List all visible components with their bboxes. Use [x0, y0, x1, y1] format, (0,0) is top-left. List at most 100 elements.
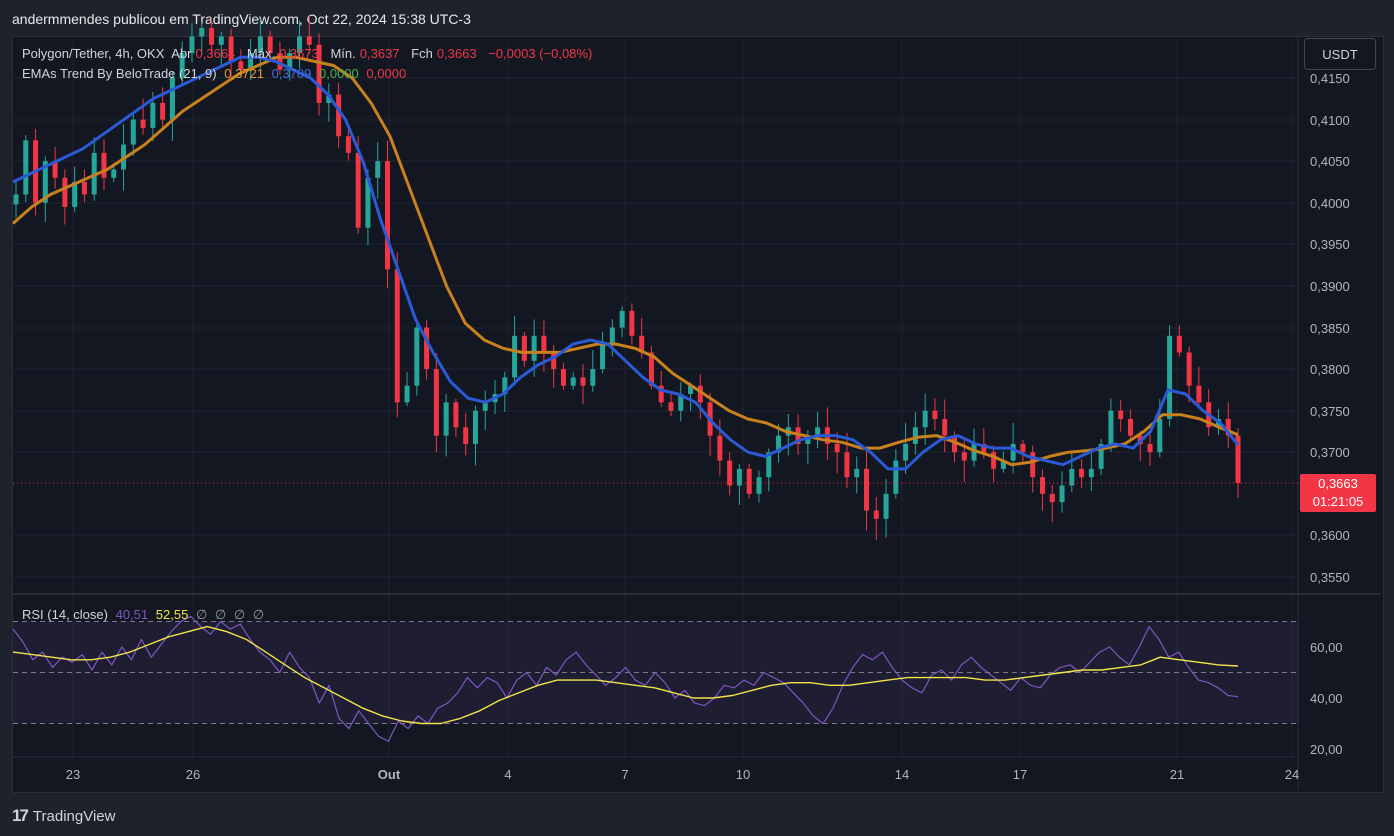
rsi-tick-label: 60,00: [1310, 640, 1343, 655]
candle-body: [736, 468, 742, 486]
time-tick-label: 4: [504, 767, 511, 782]
candle-body: [443, 402, 449, 436]
chart-container[interactable]: [12, 36, 1384, 793]
rsi-indicator-name[interactable]: RSI (14, close): [22, 607, 108, 622]
rsi-empty-4: ∅: [252, 607, 265, 622]
candle-body: [697, 385, 703, 403]
time-tick-label: 17: [1013, 767, 1027, 782]
price-tick-label: 0,3550: [1310, 570, 1350, 585]
price-tick-label: 0,3850: [1310, 321, 1350, 336]
time-tick-label: 10: [736, 767, 750, 782]
candle-body: [854, 468, 860, 478]
candle-body: [326, 94, 332, 103]
rsi-line: [12, 615, 1239, 743]
candle-body: [179, 53, 185, 78]
candle-body: [639, 335, 645, 353]
candle-body: [942, 418, 948, 436]
ema-21-line: [12, 55, 1239, 467]
candle-body: [512, 335, 518, 378]
candle-body: [541, 335, 547, 353]
candle-body: [971, 443, 977, 461]
ema-v4-value: 0,0000: [366, 66, 407, 81]
candle-body: [658, 385, 664, 403]
close-value: 0,3663: [436, 46, 477, 61]
candle-body: [72, 181, 78, 207]
time-tick-label: 24: [1285, 767, 1299, 782]
price-tick-label: 0,4150: [1310, 71, 1350, 86]
candle-body: [248, 53, 254, 70]
candle-body: [893, 460, 899, 494]
candle-body: [277, 53, 283, 70]
candle-body: [580, 377, 586, 386]
candle-body: [1176, 335, 1182, 353]
candle-body: [13, 194, 19, 205]
candle-body: [991, 452, 997, 469]
candle-body: [903, 443, 909, 461]
rsi-tick-label: 20,00: [1310, 742, 1343, 757]
candle-body: [922, 410, 928, 428]
candle-body: [404, 385, 410, 403]
time-tick-label: 26: [186, 767, 200, 782]
symbol-label[interactable]: Polygon/Tether, 4h, OKX: [22, 46, 165, 61]
rsi-legend: RSI (14, close) 40,51 52,55 ∅ ∅ ∅ ∅: [22, 607, 268, 623]
price-tick-label: 0,4100: [1310, 113, 1350, 128]
candle-body: [961, 452, 967, 461]
rsi-empty-2: ∅: [214, 607, 227, 622]
candle-body: [521, 335, 527, 361]
candle-body: [375, 161, 381, 178]
candle-body: [267, 36, 273, 54]
rsi-ma-value: 52,55: [155, 607, 189, 622]
candle-body: [678, 394, 684, 411]
candle-body: [384, 161, 390, 270]
candle-body: [472, 410, 478, 444]
currency-button[interactable]: USDT: [1304, 38, 1376, 70]
candle-body: [199, 28, 205, 37]
publish-info: andermmendes publicou em TradingView.com…: [12, 11, 471, 27]
candle-body: [140, 119, 146, 128]
candle-body: [218, 36, 224, 45]
ema-slow-value: 0,3721: [224, 66, 264, 81]
candle-body: [629, 310, 635, 336]
candle-body: [688, 385, 694, 395]
candle-body: [316, 44, 322, 103]
rsi-ma-line: [12, 625, 1239, 725]
top-bar: andermmendes publicou em TradingView.com…: [0, 0, 1394, 36]
candle-body: [844, 452, 850, 478]
candle-body: [433, 369, 439, 436]
ema-v3-value: 0,0000: [319, 66, 359, 81]
candle-body: [805, 435, 811, 444]
candle-body: [169, 78, 175, 120]
candle-body: [1059, 485, 1065, 503]
ema-indicator-name[interactable]: EMAs Trend By BeloTrade (21, 9): [22, 66, 217, 81]
candle-body: [424, 327, 430, 370]
footer-brand[interactable]: 17 TradingView: [12, 804, 115, 828]
candle-body: [23, 140, 29, 195]
candle-body: [883, 493, 889, 519]
candle-body: [1088, 468, 1094, 478]
ema-lines: [12, 55, 1240, 471]
candle-body: [1079, 468, 1085, 478]
time-tick-label: 7: [621, 767, 628, 782]
candle-body: [62, 177, 68, 207]
time-tick-label: Out: [378, 767, 401, 782]
candle-body: [1127, 418, 1133, 436]
high-value: 0,3673: [279, 46, 319, 61]
rsi-empty-3: ∅: [233, 607, 246, 622]
candle-body: [150, 102, 156, 128]
candle-body: [912, 427, 918, 444]
price-tick-label: 0,3900: [1310, 279, 1350, 294]
candle-body: [776, 435, 782, 453]
tradingview-logo-icon: 17: [12, 806, 29, 825]
candle-body: [297, 36, 303, 54]
candle-body: [1235, 435, 1241, 484]
ema-legend: EMAs Trend By BeloTrade (21, 9) 0,3721 0…: [22, 66, 410, 81]
candle-body: [306, 36, 312, 45]
grid-lines: [13, 37, 1381, 790]
candle-body: [834, 443, 840, 453]
candle-body: [668, 402, 674, 411]
time-tick-label: 21: [1170, 767, 1184, 782]
candle-body: [81, 181, 87, 195]
price-tick-label: 0,3750: [1310, 404, 1350, 419]
ema-fast-value: 0,3709: [271, 66, 312, 81]
